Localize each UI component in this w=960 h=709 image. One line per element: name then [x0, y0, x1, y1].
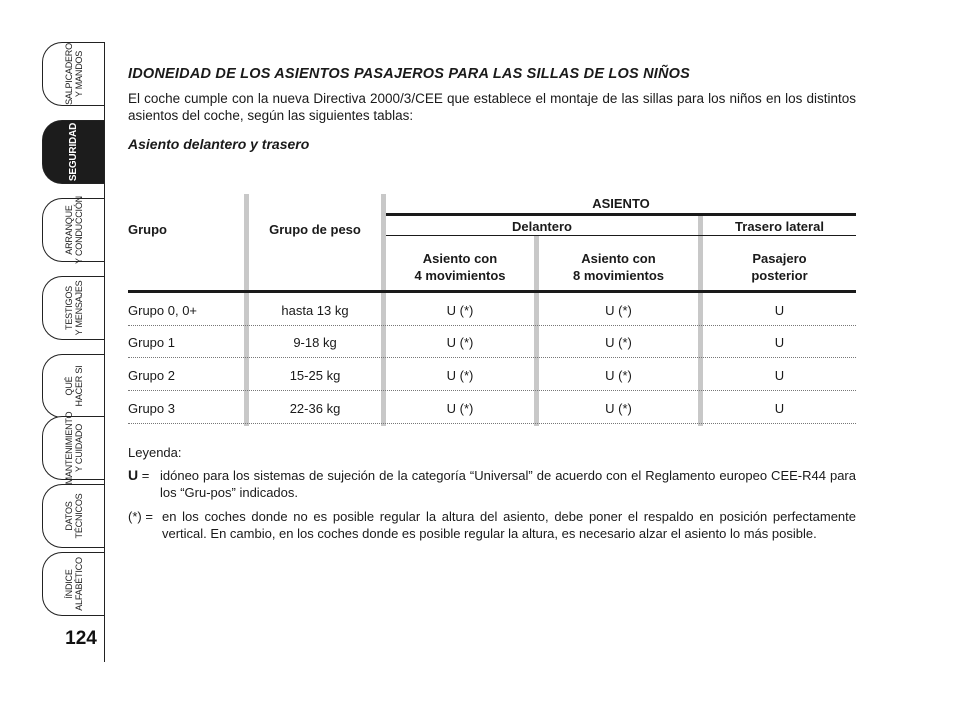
header-delantero: Delantero — [512, 219, 572, 234]
row-value: U (*) — [605, 368, 632, 383]
tab-label: ARRANQUE Y CONDUCCIÓN — [63, 196, 84, 264]
tab-label: MANTENIMIENTO Y CUIDADO — [63, 411, 84, 485]
tab-que-hacer-si[interactable]: QUÉ HACER SI — [42, 354, 104, 418]
row-peso: 9-18 kg — [293, 335, 337, 350]
header-8-movimientos: Asiento con 8 movimientos — [572, 251, 665, 283]
tab-label: SALPICADERO Y MANDOS — [63, 43, 84, 105]
header-rule — [386, 213, 856, 216]
tab-label: TESTIGOS Y MENSAJES — [63, 280, 84, 336]
legend-star-row: (*) = en los coches donde no es posible … — [128, 508, 856, 542]
header-asiento: ASIENTO — [592, 196, 650, 211]
row-peso: 22-36 kg — [289, 401, 341, 416]
row-peso: 15-25 kg — [289, 368, 341, 383]
row-value: U — [774, 303, 785, 318]
tab-indice-alfabetico[interactable]: ÍNDICE ALFABÉTICO — [42, 552, 104, 616]
section-subtitle: Asiento delantero y trasero — [128, 136, 310, 152]
row-value: U (*) — [605, 303, 632, 318]
tab-label: SEGURIDAD — [67, 122, 79, 182]
page-content: IDONEIDAD DE LOS ASIENTOS PASAJEROS PARA… — [128, 66, 856, 152]
row-value: U (*) — [605, 335, 632, 350]
column-separator — [244, 194, 249, 426]
tab-salpicadero-y-mandos[interactable]: SALPICADERO Y MANDOS — [42, 42, 104, 106]
tab-label: ÍNDICE ALFABÉTICO — [63, 557, 84, 611]
tab-arranque-y-conduccion[interactable]: ARRANQUE Y CONDUCCIÓN — [42, 196, 104, 264]
row-value: U — [774, 368, 785, 383]
column-separator — [381, 194, 386, 426]
row-value: U — [774, 335, 785, 350]
legend-u-key: U = — [128, 467, 150, 483]
row-divider — [128, 423, 856, 424]
header-rule — [386, 235, 856, 236]
row-value: U (*) — [446, 368, 474, 383]
header-pasajero-posterior: Pasajero posterior — [751, 251, 808, 283]
tab-label: DATOS TÉCNICOS — [63, 493, 84, 539]
row-grupo: Grupo 3 — [128, 401, 175, 416]
row-divider — [128, 357, 856, 358]
tab-label: QUÉ HACER SI — [63, 365, 84, 407]
header-trasero-lateral: Trasero lateral — [735, 219, 824, 234]
row-value: U (*) — [446, 335, 474, 350]
row-grupo: Grupo 2 — [128, 368, 175, 383]
page-number: 124 — [65, 628, 97, 649]
row-divider — [128, 390, 856, 391]
row-divider — [128, 325, 856, 326]
tab-datos-tecnicos[interactable]: DATOS TÉCNICOS — [42, 484, 104, 548]
legend-star-key: (*) = — [128, 509, 153, 524]
header-grupo-peso: Grupo de peso — [269, 222, 361, 237]
header-grupo: Grupo — [128, 222, 167, 237]
legend-title: Leyenda: — [128, 445, 182, 460]
legend-u-text: idóneo para los sistemas de sujeción de … — [160, 468, 856, 500]
row-grupo: Grupo 0, 0+ — [128, 303, 198, 318]
tabs-divider — [104, 42, 105, 662]
tab-mantenimiento-y-cuidado[interactable]: MANTENIMIENTO Y CUIDADO — [42, 412, 104, 484]
column-separator — [698, 216, 703, 426]
row-value: U (*) — [605, 401, 632, 416]
legend: Leyenda: U = idóneo para los sistemas de… — [128, 444, 856, 542]
row-peso: hasta 13 kg — [281, 303, 349, 318]
legend-star-text: en los coches donde no es posible regula… — [162, 509, 856, 541]
legend-u-row: U = idóneo para los sistemas de sujeción… — [128, 467, 856, 501]
row-value: U (*) — [446, 303, 474, 318]
tab-seguridad[interactable]: SEGURIDAD — [42, 120, 104, 184]
child-seat-table: ASIENTO Grupo Grupo de peso Delantero Tr… — [128, 194, 856, 426]
header-4-movimientos: Asiento con 4 movimientos — [414, 251, 506, 283]
row-grupo: Grupo 1 — [128, 335, 175, 350]
row-value: U (*) — [446, 401, 474, 416]
column-separator — [534, 236, 539, 426]
row-value: U — [774, 401, 785, 416]
tab-testigos-y-mensajes[interactable]: TESTIGOS Y MENSAJES — [42, 276, 104, 340]
page-title: IDONEIDAD DE LOS ASIENTOS PASAJEROS PARA… — [128, 66, 690, 82]
intro-paragraph: El coche cumple con la nueva Directiva 2… — [128, 91, 856, 123]
header-bottom-rule — [128, 290, 856, 293]
section-tabs: SALPICADERO Y MANDOS SEGURIDAD ARRANQUE … — [0, 0, 110, 709]
